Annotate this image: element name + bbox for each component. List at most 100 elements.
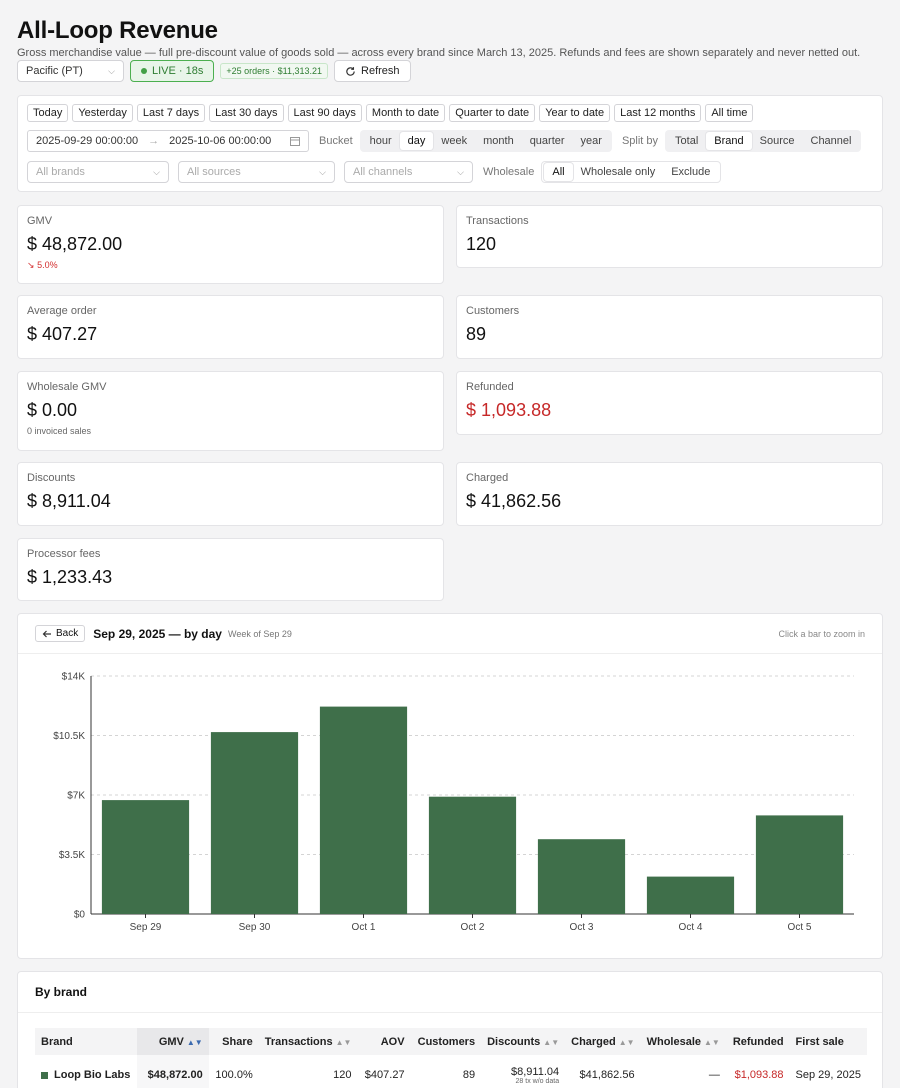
cell-refunded: $1,093.88 [734,1069,784,1081]
bar[interactable] [537,839,626,914]
wholesale-exclude[interactable]: Exclude [671,166,711,178]
split-total[interactable]: Total [675,135,699,147]
live-dot-icon [141,68,147,74]
header-controls: Pacific (PT) ⌵ LIVE · 18s +25 orders · $… [17,60,411,82]
calendar-icon [290,137,300,146]
range-last-30-days[interactable]: Last 30 days [209,104,284,122]
range-year-to-date[interactable]: Year to date [539,104,611,122]
discounts-note: 28 tx w/o data [515,1077,560,1085]
x-tick-label: Oct 3 [570,922,594,933]
metric-label: Charged [466,472,509,484]
chevron-down-icon: ⌵ [108,65,115,76]
bar[interactable] [755,815,844,914]
col-brand[interactable]: Brand [35,1028,138,1055]
y-tick-label: $10.5K [53,731,85,742]
divider [18,1012,882,1013]
x-tick-label: Oct 4 [679,922,703,933]
metric-card-transactions: Transactions 120 [456,205,883,268]
metric-label: Refunded [466,381,514,393]
bar[interactable] [428,796,517,914]
range-yesterday[interactable]: Yesterday [72,104,133,122]
table-row[interactable]: Loop Bio Labs $48,872.00 100.0% 120 $407… [35,1055,867,1088]
col-charged[interactable]: Charged ▲▼ [565,1028,641,1055]
bucket-year[interactable]: year [580,135,602,147]
metric-card-customers: Customers 89 [456,295,883,359]
x-tick-label: Oct 2 [461,922,485,933]
metric-card-charged: Charged $ 41,862.56 [456,462,883,526]
bucket-month[interactable]: month [483,135,514,147]
range-last-90-days[interactable]: Last 90 days [287,104,362,122]
brands-filter[interactable]: All brands ⌵ [27,161,169,183]
split-selector: Total Brand Source Channel [665,130,862,152]
cell-first-sale: Sep 29, 2025 [795,1069,861,1081]
metric-value: 89 [466,324,487,344]
col-gmv[interactable]: GMV ▲▼ [137,1028,209,1055]
date-range-input[interactable]: 2025-09-29 00:00:00 → 2025-10-06 00:00:0… [27,130,309,152]
sources-filter[interactable]: All sources ⌵ [178,161,335,183]
col-first-sale[interactable]: First sale [789,1028,867,1055]
col-transactions[interactable]: Transactions ▲▼ [258,1028,358,1055]
metric-value: $ 1,233.43 [27,567,113,587]
back-label: Back [56,628,79,639]
timezone-select[interactable]: Pacific (PT) ⌵ [17,60,124,82]
range-today[interactable]: Today [27,104,69,122]
sort-icon: ▲▼ [704,1037,720,1047]
chart-header: Back Sep 29, 2025 — by day Week of Sep 2… [18,614,882,654]
metric-label: Customers [466,305,520,317]
range-presets: Today Yesterday Last 7 days Last 30 days… [27,104,754,122]
bar[interactable] [101,800,190,914]
metric-label: Wholesale GMV [27,381,107,393]
bucket-quarter[interactable]: quarter [529,135,565,147]
bucket-day[interactable]: day [399,132,434,150]
channels-filter[interactable]: All channels ⌵ [344,161,473,183]
col-customers[interactable]: Customers [410,1028,482,1055]
trend-down-icon: ↘ [27,260,35,270]
table-header-row: Brand GMV ▲▼ Share Transactions ▲▼ AOV Cus… [35,1028,867,1055]
bar[interactable] [319,706,408,914]
metric-value: $ 8,911.04 [27,491,111,511]
range-month-to-date[interactable]: Month to date [365,104,446,122]
wholesale-only[interactable]: Wholesale only [580,166,656,178]
brand-section-title: By brand [35,985,88,999]
col-discounts[interactable]: Discounts ▲▼ [481,1028,566,1055]
range-quarter-to-date[interactable]: Quarter to date [449,104,536,122]
bar[interactable] [210,732,299,914]
col-aov[interactable]: AOV [357,1028,411,1055]
refresh-button[interactable]: Refresh [334,60,411,82]
range-last-7-days[interactable]: Last 7 days [136,104,206,122]
split-brand[interactable]: Brand [706,132,752,150]
filters-panel: Today Yesterday Last 7 days Last 30 days… [17,95,883,192]
live-label: LIVE · 18s [152,65,204,77]
chart-hint: Click a bar to zoom in [778,628,865,639]
bucket-week[interactable]: week [441,135,468,147]
bucket-hour[interactable]: hour [369,135,392,147]
wholesale-selector: All Wholesale only Exclude [541,161,722,183]
metric-value: $ 407.27 [27,324,98,344]
split-source[interactable]: Source [759,135,795,147]
col-share[interactable]: Share [208,1028,259,1055]
live-indicator[interactable]: LIVE · 18s [130,60,215,82]
range-last-12-months[interactable]: Last 12 months [614,104,702,122]
sort-icon: ▲▼ [618,1037,635,1047]
date-to: 2025-10-06 00:00:00 [169,135,272,147]
back-button[interactable]: Back [35,625,86,642]
col-refunded[interactable]: Refunded [725,1028,790,1055]
channels-placeholder: All channels [353,166,413,178]
page-header: All-Loop Revenue Gross merchandise value… [17,16,883,60]
metric-value: $ 1,093.88 [466,400,552,420]
timezone-value: Pacific (PT) [26,65,83,77]
split-channel[interactable]: Channel [810,135,852,147]
range-all-time[interactable]: All time [705,104,754,122]
wholesale-all[interactable]: All [544,163,573,181]
cell-aov: $407.27 [364,1069,405,1081]
bar[interactable] [646,876,735,914]
brand-swatch [41,1071,48,1079]
cell-wholesale: — [708,1069,720,1081]
y-tick-label: $7K [67,791,85,802]
metric-label: Processor fees [27,548,101,560]
refresh-icon [346,66,355,76]
col-wholesale[interactable]: Wholesale ▲▼ [640,1028,726,1055]
brand-panel: By brand Brand GMV ▲▼ Share Transactions ▲… [17,971,883,1088]
cell-transactions: 120 [333,1069,352,1081]
chevron-down-icon: ⌵ [457,166,464,177]
